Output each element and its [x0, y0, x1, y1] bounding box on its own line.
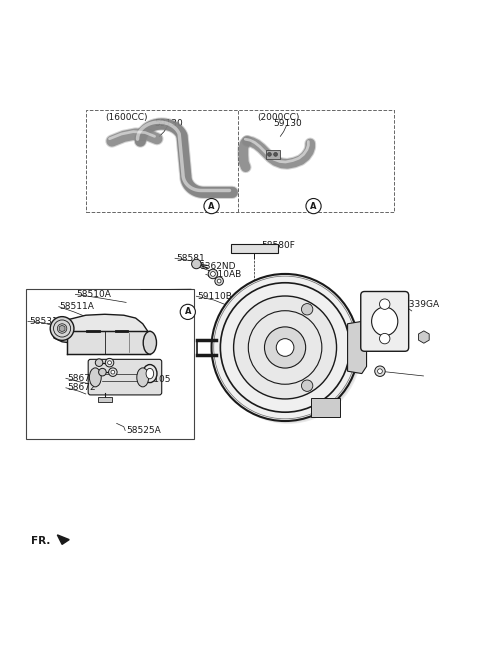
Text: 58531A: 58531A	[29, 317, 64, 326]
Circle shape	[380, 333, 390, 344]
Circle shape	[234, 296, 336, 399]
Polygon shape	[53, 314, 147, 348]
Circle shape	[301, 304, 313, 315]
Polygon shape	[348, 321, 367, 374]
FancyBboxPatch shape	[88, 359, 162, 395]
Circle shape	[208, 269, 218, 279]
Bar	[86, 110, 394, 212]
Circle shape	[211, 271, 216, 277]
Text: 59130: 59130	[155, 119, 183, 128]
Ellipse shape	[143, 365, 157, 382]
Ellipse shape	[146, 369, 154, 379]
Text: 59145: 59145	[363, 292, 392, 301]
FancyBboxPatch shape	[361, 292, 408, 351]
Text: A: A	[208, 202, 215, 211]
Circle shape	[57, 324, 67, 333]
Bar	[25, 289, 194, 439]
Bar	[97, 397, 112, 402]
Text: 58581: 58581	[176, 254, 204, 263]
Circle shape	[215, 277, 223, 285]
Circle shape	[204, 198, 219, 214]
Circle shape	[378, 369, 383, 374]
Circle shape	[50, 317, 74, 340]
Bar	[230, 244, 278, 253]
Text: (1600CC): (1600CC)	[105, 113, 147, 122]
Text: (2000CC): (2000CC)	[257, 113, 299, 122]
Ellipse shape	[89, 368, 101, 387]
Text: 1710AB: 1710AB	[207, 270, 242, 279]
Circle shape	[212, 274, 359, 421]
Circle shape	[180, 304, 195, 319]
Circle shape	[274, 152, 277, 156]
Text: 58511A: 58511A	[60, 302, 95, 311]
Circle shape	[380, 299, 390, 309]
Ellipse shape	[137, 368, 149, 387]
Circle shape	[98, 369, 106, 376]
Text: 1362ND: 1362ND	[200, 262, 236, 271]
Circle shape	[213, 275, 360, 422]
Text: A: A	[185, 307, 191, 317]
Text: 1339GA: 1339GA	[404, 300, 440, 309]
Text: 58672: 58672	[67, 383, 96, 392]
Text: 58525A: 58525A	[126, 426, 161, 435]
Circle shape	[108, 361, 111, 365]
Circle shape	[105, 358, 114, 367]
Text: A: A	[310, 202, 317, 211]
Circle shape	[215, 277, 361, 424]
Ellipse shape	[372, 307, 398, 336]
Text: 58580F: 58580F	[261, 241, 295, 250]
Bar	[312, 398, 340, 417]
Text: FR.: FR.	[31, 536, 50, 546]
Circle shape	[192, 260, 201, 269]
Circle shape	[267, 152, 271, 156]
Circle shape	[214, 276, 360, 423]
Circle shape	[217, 279, 221, 283]
Text: 58510A: 58510A	[76, 290, 111, 299]
Text: 59130: 59130	[273, 119, 302, 128]
Circle shape	[375, 366, 385, 376]
Circle shape	[264, 327, 306, 368]
Text: 59110B: 59110B	[197, 292, 232, 301]
Circle shape	[276, 338, 294, 356]
Bar	[266, 150, 280, 158]
Text: 24105: 24105	[143, 374, 171, 384]
Text: 43777B: 43777B	[368, 340, 403, 350]
Circle shape	[96, 359, 103, 367]
Circle shape	[301, 380, 313, 392]
FancyArrow shape	[67, 331, 147, 354]
Circle shape	[111, 371, 115, 374]
Polygon shape	[57, 535, 69, 545]
Circle shape	[108, 368, 117, 376]
Text: 58672: 58672	[67, 374, 96, 383]
Ellipse shape	[143, 331, 156, 354]
Circle shape	[306, 198, 321, 214]
